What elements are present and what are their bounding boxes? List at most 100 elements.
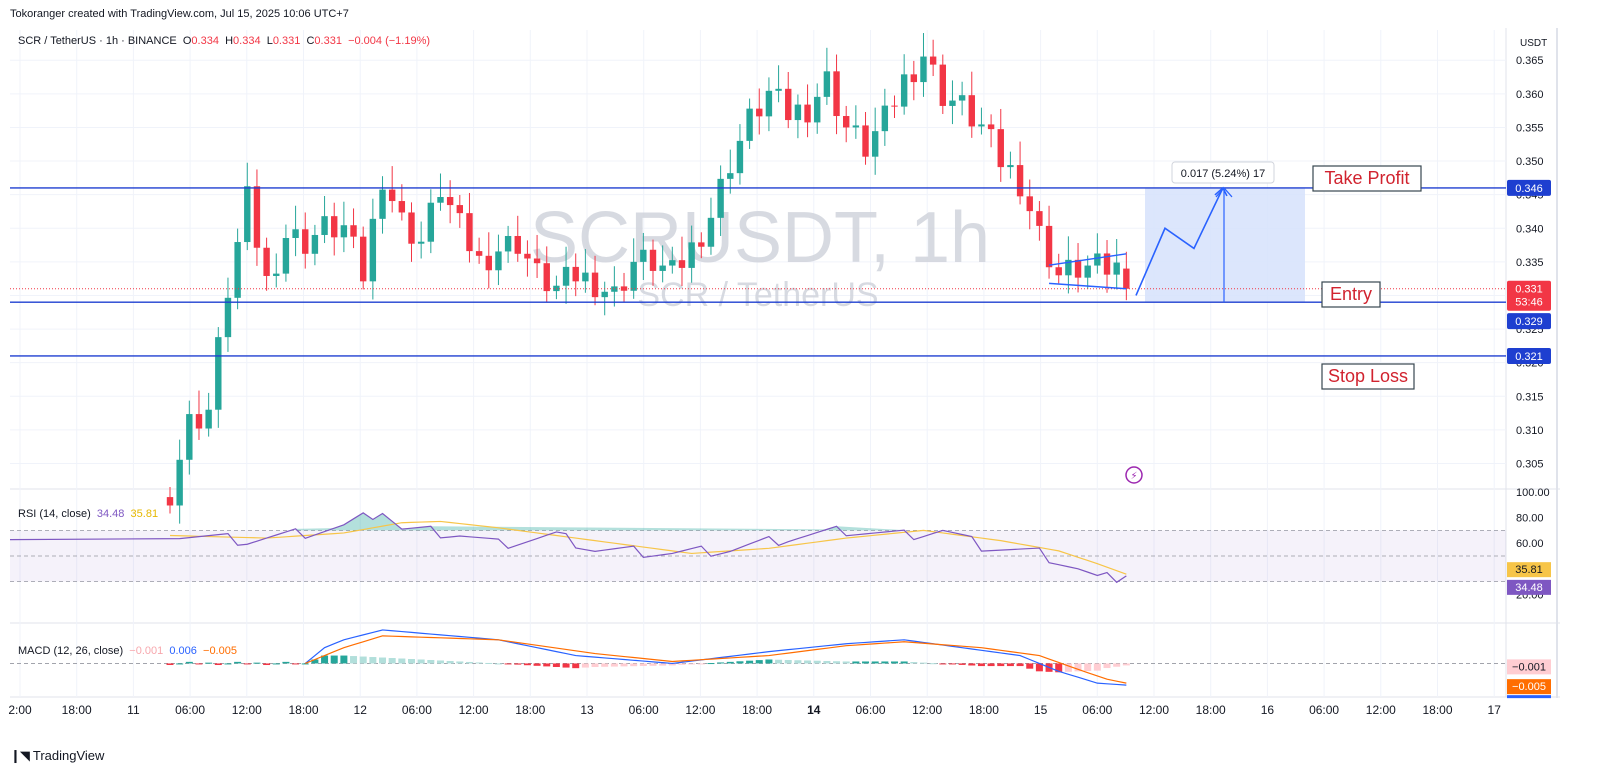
take-profit-tag: 0.346 <box>1515 183 1543 195</box>
macd-histogram-bar <box>523 663 531 666</box>
candle-body <box>1123 268 1130 289</box>
candle-body <box>466 213 473 252</box>
rsi-label: RSI (14, close) <box>18 508 91 520</box>
macd-histogram-bar <box>736 661 744 664</box>
take-profit-tag-bg <box>1507 179 1551 196</box>
take-profit-label-box <box>1312 165 1422 192</box>
candle-body <box>823 71 831 97</box>
candle-body <box>620 286 628 291</box>
candle-body <box>746 108 753 141</box>
candle-body <box>331 216 338 238</box>
candle-body <box>514 235 521 254</box>
candle-body <box>649 249 657 271</box>
macd-signal-line <box>305 635 1127 684</box>
macd-histogram-bar <box>494 663 502 665</box>
macd-histogram-bar <box>263 663 271 666</box>
candle-body <box>186 414 193 460</box>
candle-body <box>446 197 454 206</box>
wedge-lower <box>1049 282 1127 290</box>
macd-hist-tag-bg <box>1507 659 1551 675</box>
macd-histogram-bar <box>833 661 841 664</box>
macd-legend: MACD (12, 26, close) −0.001 0.006 −0.005 <box>18 645 237 657</box>
candle-body <box>958 95 966 101</box>
rsi-value: 34.48 <box>96 508 125 520</box>
macd-histogram-bar <box>195 663 203 665</box>
macd-histogram-bar <box>900 661 908 664</box>
candle-body <box>360 236 367 282</box>
currency-label: USDT <box>1520 38 1547 49</box>
high-value: 0.334 <box>233 35 261 47</box>
price-axis-label: 0.355 <box>1516 122 1544 134</box>
candle-body <box>166 497 174 506</box>
candle-body <box>591 272 599 298</box>
candle-body <box>408 212 415 244</box>
time-axis-label: 12:00 <box>685 703 715 717</box>
macd-histogram-bar <box>436 660 444 664</box>
macd-histogram-bar <box>292 663 300 665</box>
candle-body <box>195 414 203 429</box>
macd-histogram-bar <box>1093 663 1101 671</box>
candle-body <box>736 140 744 174</box>
macd-hist-tag: −0.001 <box>1512 661 1546 673</box>
candle-body <box>244 186 251 243</box>
macd-histogram-bar <box>639 663 647 667</box>
rsi-overbought-fill <box>295 512 905 531</box>
candle-body <box>263 247 270 276</box>
macd-histogram-bar <box>243 663 251 665</box>
credit-line: Tokoranger created with TradingView.com,… <box>10 8 349 20</box>
rsi-ma-line <box>169 520 1127 575</box>
candle-body <box>282 238 290 274</box>
macd-histogram-bar <box>755 660 763 664</box>
macd-histogram-bar <box>659 663 667 666</box>
candle-body <box>1026 196 1033 212</box>
candle-body <box>891 105 898 107</box>
candle-body <box>321 216 328 235</box>
macd-histogram-bar <box>398 658 406 664</box>
candle-body <box>495 251 502 271</box>
candle-body <box>1036 211 1043 226</box>
price-axis-label: 0.335 <box>1516 257 1544 269</box>
macd-histogram-bar <box>205 662 213 664</box>
candle-body <box>929 56 937 65</box>
macd-histogram-bar <box>1113 663 1121 667</box>
time-axis-label: 06:00 <box>402 703 432 717</box>
macd-histogram-bar <box>610 663 618 667</box>
macd-histogram-bar <box>166 663 174 666</box>
candle-body <box>176 459 183 506</box>
macd-histogram-bar <box>417 659 425 664</box>
tradingview-footer[interactable]: ❙◥ TradingView <box>10 748 104 764</box>
macd-histogram-bar <box>958 663 966 665</box>
stop-loss-label: Stop Loss <box>1328 366 1408 386</box>
time-axis-label: 11 <box>127 703 140 717</box>
macd-histogram-bar <box>910 662 918 664</box>
candle-body <box>640 249 647 262</box>
macd-histogram-bar <box>794 660 802 664</box>
entry-label: Entry <box>1330 284 1372 304</box>
macd-histogram-bar <box>485 662 493 664</box>
macd-histogram-bar <box>253 662 261 664</box>
entry-label-box <box>1321 281 1381 308</box>
candle-body <box>707 217 715 247</box>
candle-body <box>785 88 792 121</box>
time-axis-label: 12:00 <box>912 703 942 717</box>
candle-body <box>756 108 763 117</box>
time-axis-label: 18:00 <box>969 703 999 717</box>
macd-signal-value: −0.005 <box>203 645 237 657</box>
rsi-ma-tag: 35.81 <box>1515 564 1543 576</box>
candle-body <box>311 234 319 254</box>
candle-body <box>698 242 705 247</box>
macd-histogram-bar <box>282 661 290 664</box>
current-price-tag: 0.331 <box>1515 284 1543 296</box>
price-axis-label: 0.340 <box>1516 223 1544 235</box>
candle-body <box>987 124 995 130</box>
time-axis-label: 16 <box>1261 703 1275 717</box>
high-label: H <box>225 35 234 47</box>
candle-body <box>340 225 348 238</box>
candle-body <box>910 74 918 83</box>
candle-body <box>234 242 241 298</box>
candle-body <box>968 95 975 127</box>
macd-histogram-bar <box>379 657 387 664</box>
tradingview-logo-icon: ❙◥ <box>10 748 30 763</box>
candle-body <box>630 261 637 291</box>
